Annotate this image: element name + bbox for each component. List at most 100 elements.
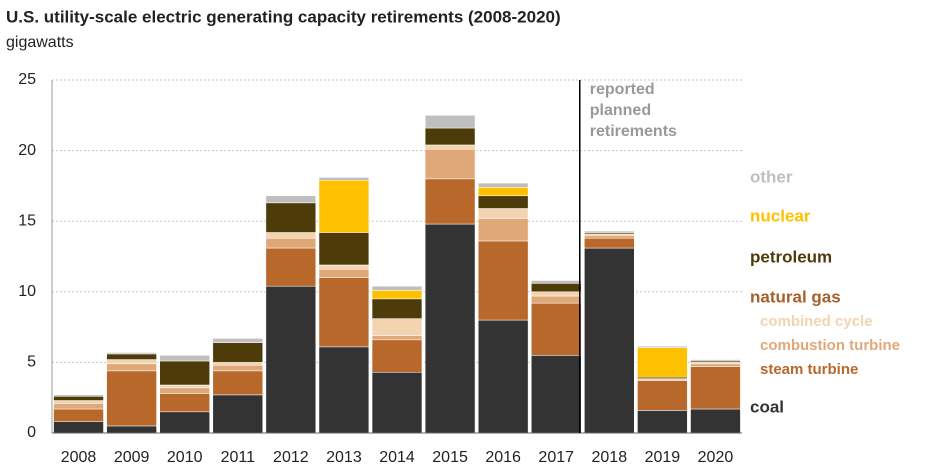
bar-segment [212,338,263,343]
bar-segment [106,353,157,360]
x-tick-label: 2016 [485,449,521,466]
bar-segment [106,425,157,434]
annotation: planned [590,102,651,119]
bar-segment [159,411,210,434]
y-tick-label: 15 [18,212,36,229]
bar-segment [477,182,529,188]
bar-segment [371,298,423,319]
x-tick-label: 2017 [538,449,574,466]
bar-segment [53,396,104,401]
legend-label: combined cycle [760,313,873,330]
x-tick-label: 2008 [61,449,97,466]
bar-segment [477,240,529,321]
bar-segment [212,362,263,366]
bar-segment [53,403,104,410]
bar-segment [637,410,688,434]
legend-label: nuclear [750,206,811,225]
x-tick-label: 2018 [592,449,628,466]
x-tick-label: 2011 [221,449,256,466]
y-tick-label: 10 [18,283,36,300]
legend-label: coal [750,397,784,416]
bar-segment [584,247,635,434]
bar-segment [318,346,370,434]
bar-segment [637,347,688,378]
chart-subtitle: gigawatts [6,34,74,51]
x-tick-label: 2010 [167,449,203,466]
bar-segment [371,318,423,336]
bar-segment [53,421,104,434]
bar-segment [159,384,210,389]
bar-segment [53,408,104,422]
bar-segment [531,295,582,304]
bar-segment [212,370,263,396]
bar-segment [690,363,741,367]
chart-title: U.S. utility-scale electric generating c… [6,7,561,26]
annotation: reported [590,81,655,98]
bar-segment [371,335,423,341]
bar-segment [531,355,582,434]
bar-segment [690,359,741,362]
bar-segment [212,364,263,372]
bar-segment [106,359,157,365]
bar-segment [212,394,263,434]
x-tick-label: 2013 [326,449,362,466]
bar-segment [531,280,582,284]
legend-label: combustion turbine [760,337,900,354]
y-tick-label: 0 [27,424,36,441]
bar-segment [690,366,741,410]
bar-segment [318,232,370,266]
bar-segment [212,342,263,363]
bar-segment [637,380,688,411]
bar-segment [424,127,476,146]
bar-segment [318,180,370,233]
bar-segment [159,393,210,413]
x-tick-label: 2015 [432,449,468,466]
bar-segment [53,394,104,397]
bar-segment [584,235,635,239]
bar-segment [371,290,423,300]
bar-segment [106,370,157,427]
bar-segment [265,202,317,233]
y-tick-label: 20 [18,142,36,159]
bar-segment [637,345,688,348]
bar-segment [265,195,317,204]
legend-label: steam turbine [760,361,858,378]
bar-segment [318,177,370,181]
x-tick-label: 2019 [645,449,681,466]
x-tick-label: 2012 [273,449,309,466]
bar-segment [424,148,476,180]
x-tick-label: 2020 [698,449,734,466]
y-tick-label: 5 [27,354,36,371]
bar-segment [265,285,317,434]
bar-segment [106,352,157,355]
bar-segment [477,218,529,242]
x-tick-label: 2014 [379,449,415,466]
bar-segment [531,291,582,297]
legend-label: petroleum [750,247,832,266]
bar-segment [584,237,635,249]
bar-segment [424,178,476,225]
bar-segment [318,277,370,348]
bar-segment [318,268,370,278]
bar-segment [477,195,529,209]
bar-segment [53,400,104,404]
bar-segment [690,408,741,434]
bar-segment [424,223,476,434]
bar-segment [371,339,423,373]
bar-segment [106,363,157,372]
bar-segment [477,319,529,434]
bar-segment [159,387,210,394]
legend-group-label: natural gas [750,287,841,306]
bar-segment [371,372,423,434]
bar-segment [424,115,476,129]
legend-label: other [750,167,793,186]
bar-segment [424,144,476,150]
bar-segment [477,187,529,197]
bar-segment [265,237,317,249]
annotation: retirements [590,123,677,140]
bar-segment [159,360,210,386]
bar-segment [318,264,370,270]
bar-segment [371,285,423,291]
bar-segment [477,208,529,219]
